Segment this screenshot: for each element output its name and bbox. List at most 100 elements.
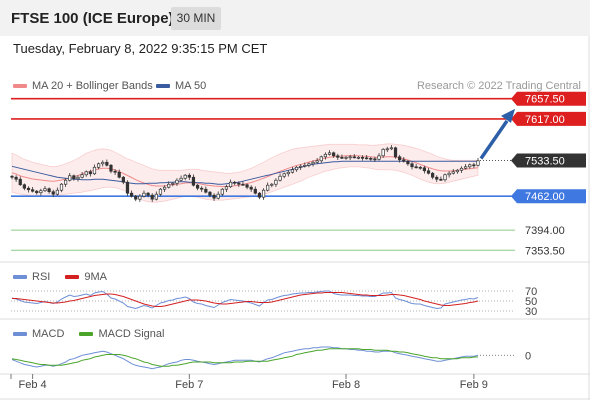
candle-body xyxy=(84,171,88,176)
candle-body xyxy=(109,164,113,172)
ma50-line xyxy=(11,160,478,185)
candle-body xyxy=(216,193,220,199)
candle-body xyxy=(142,192,146,197)
candle-body xyxy=(443,174,447,181)
candle-body xyxy=(426,170,431,174)
candle-body xyxy=(43,188,47,192)
candle-body xyxy=(105,161,109,166)
candle-body xyxy=(191,176,196,186)
candle-body xyxy=(282,173,286,177)
macd-legend-label: MACD xyxy=(32,328,65,340)
candle-body xyxy=(410,163,414,168)
candle-body xyxy=(47,188,51,193)
x-tick-label-0: Feb 4 xyxy=(19,379,47,391)
candle-body xyxy=(195,184,200,189)
candle-body xyxy=(373,158,377,161)
candle-body xyxy=(129,192,134,197)
candle-body xyxy=(270,183,274,186)
candle-body xyxy=(286,171,290,175)
candle-body xyxy=(208,191,212,196)
candle-body xyxy=(332,152,336,157)
candle-body xyxy=(245,184,249,188)
candle-body xyxy=(402,159,406,162)
candle-body xyxy=(138,195,142,200)
candle-body xyxy=(253,188,257,194)
candle-body xyxy=(299,165,303,168)
level-label-3: 7394.00 xyxy=(525,225,565,237)
candle-body xyxy=(51,191,55,195)
candle-body xyxy=(369,157,373,160)
candle-body xyxy=(344,156,348,159)
candle-body xyxy=(435,176,439,180)
candle-body xyxy=(80,174,84,178)
macd-legend-swatch xyxy=(13,332,27,337)
candle-body xyxy=(88,171,92,175)
candle-body xyxy=(224,186,229,190)
rsi-series-0 xyxy=(11,290,479,310)
candle-body xyxy=(212,194,216,199)
macd-tick-label-0: 0 xyxy=(525,350,531,362)
candle-body xyxy=(10,175,14,178)
macd-signal-legend-label: MACD Signal xyxy=(98,328,165,340)
candle-body xyxy=(59,183,64,191)
candle-body xyxy=(72,175,76,180)
candle-body xyxy=(418,166,422,169)
candle-body xyxy=(459,167,464,171)
bollinger-legend: MA 20 + Bollinger Bands xyxy=(13,80,153,92)
level-label-2: 7462.00 xyxy=(525,191,565,203)
timestamp: Tuesday, February 8, 2022 9:35:15 PM CET xyxy=(13,41,268,56)
candle-body xyxy=(175,179,179,184)
x-tick-label-2: Feb 8 xyxy=(332,379,360,391)
candle-body xyxy=(167,183,171,188)
candle-body xyxy=(472,164,476,167)
x-tick-label-1: Feb 7 xyxy=(175,379,203,391)
candle-body xyxy=(63,179,68,185)
candle-body xyxy=(356,156,361,159)
candle-body xyxy=(257,192,262,198)
candle-body xyxy=(319,156,323,162)
candle-body xyxy=(204,188,208,193)
chart-title: FTSE 100 (ICE Europe) xyxy=(11,10,174,27)
macd-signal-legend-swatch xyxy=(79,332,94,337)
candle-body xyxy=(414,166,418,169)
ma50-legend-swatch xyxy=(156,84,170,89)
rsi-ma-legend-swatch xyxy=(65,275,80,280)
candle-body xyxy=(274,179,278,185)
candle-body xyxy=(352,156,356,159)
candle-body xyxy=(171,182,175,185)
candle-body xyxy=(323,153,328,158)
candle-body xyxy=(261,189,266,198)
candle-body xyxy=(14,176,18,180)
candle-body xyxy=(92,166,97,175)
candle-body xyxy=(451,171,455,174)
current-price-tag xyxy=(511,153,586,168)
candle-body xyxy=(183,174,187,179)
candle-body xyxy=(117,171,121,178)
candle-body xyxy=(381,148,385,157)
candle-body xyxy=(315,160,319,163)
candle-body xyxy=(278,175,282,181)
candle-body xyxy=(134,195,138,200)
level-label-0: 7657.50 xyxy=(525,94,565,106)
chart-header: FTSE 100 (ICE Europe) 30 MIN xyxy=(0,0,590,36)
forecast-arrow-head xyxy=(501,108,515,123)
level-tag-0 xyxy=(511,91,586,106)
candle-body xyxy=(340,156,344,159)
candle-body xyxy=(101,161,105,165)
candle-body xyxy=(200,187,204,190)
candle-body xyxy=(96,163,101,168)
interval-badge[interactable]: 30 MIN xyxy=(171,7,221,30)
credit-text: Research © 2022 Trading Central xyxy=(416,80,581,92)
candle-body xyxy=(233,181,237,184)
candle-body xyxy=(162,186,167,190)
bollinger-legend-swatch xyxy=(13,84,27,89)
candle-body xyxy=(35,190,39,194)
candle-body xyxy=(76,176,80,180)
candle-body xyxy=(406,160,410,165)
candle-body xyxy=(431,172,435,178)
ma50-legend-label: MA 50 xyxy=(175,80,207,92)
bollinger-legend-label: MA 20 + Bollinger Bands xyxy=(32,80,153,92)
rsi-legend: RSI 9MA xyxy=(13,271,107,283)
rsi-ma-legend-label: 9MA xyxy=(84,271,108,283)
